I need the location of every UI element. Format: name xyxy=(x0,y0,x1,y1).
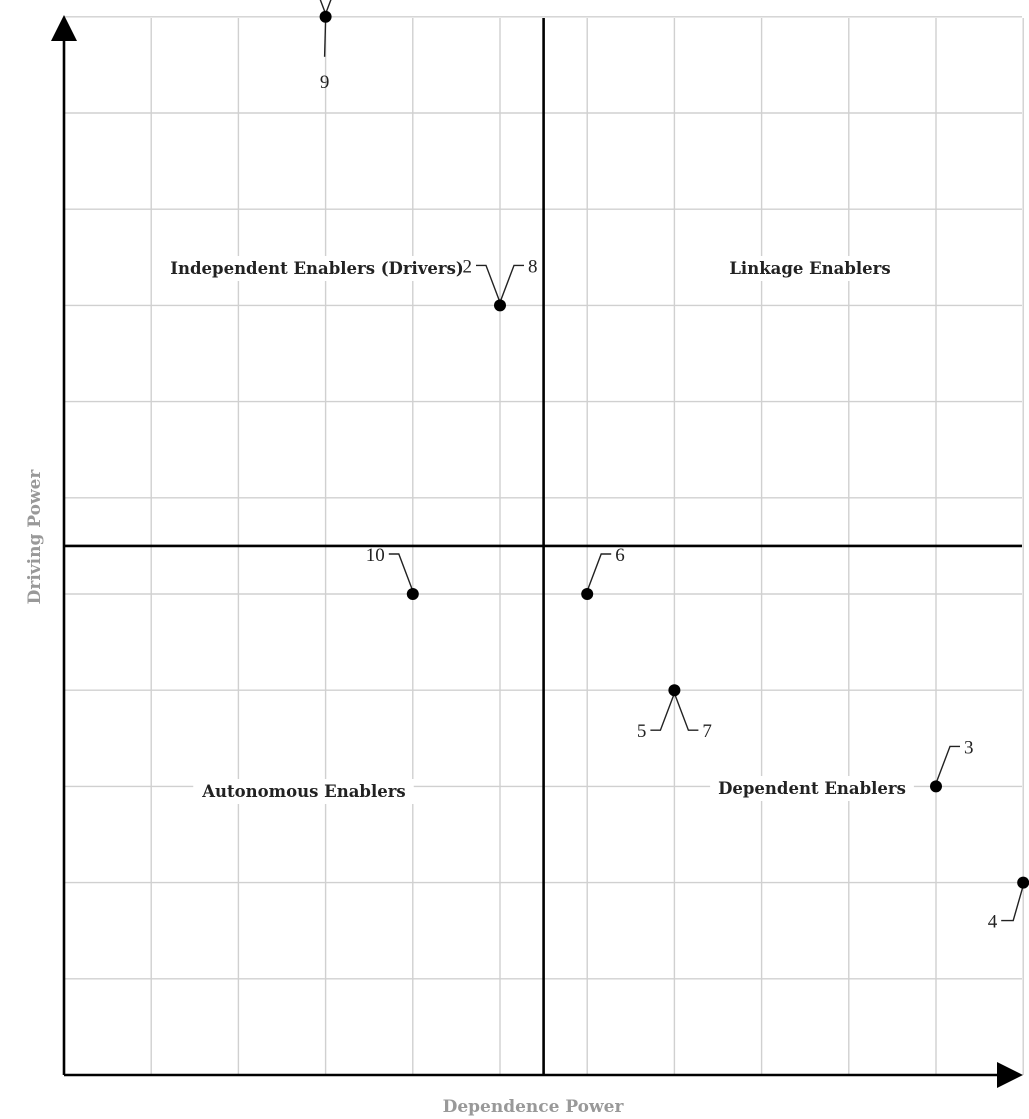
quadrant-label-bottom-right: Dependent Enablers xyxy=(718,779,906,798)
quadrant-label-background xyxy=(721,256,899,281)
point-label: 2 xyxy=(463,256,473,277)
data-point xyxy=(494,299,506,312)
axes xyxy=(51,15,1023,1088)
point-leader-line xyxy=(388,553,414,592)
point-label: 9 xyxy=(320,72,330,93)
point-label: 3 xyxy=(964,737,974,758)
point-leader-line xyxy=(1001,885,1024,922)
point-group: 6 xyxy=(581,545,625,600)
quadrant-label-top-left: Independent Enablers (Drivers) xyxy=(170,259,463,278)
point-leader-line xyxy=(499,264,524,303)
data-points: 1911281065734 xyxy=(319,0,1029,933)
point-leader-line xyxy=(650,692,676,731)
point-label: 6 xyxy=(615,545,625,566)
point-leader-line xyxy=(935,745,960,784)
point-leader-line xyxy=(324,0,332,15)
point-label: 8 xyxy=(528,256,538,277)
quadrant-dividers xyxy=(64,18,1022,1075)
x-axis-title: Dependence Power xyxy=(443,1097,625,1117)
point-leader-line xyxy=(673,692,699,731)
point-label: 10 xyxy=(366,545,385,566)
point-label: 5 xyxy=(637,721,647,742)
point-group: 1911 xyxy=(319,0,332,93)
data-point xyxy=(1017,876,1029,889)
point-group: 10 xyxy=(366,545,419,600)
point-group: 4 xyxy=(988,876,1029,933)
point-label: 7 xyxy=(702,721,712,742)
data-point xyxy=(930,780,942,793)
quadrant-label-background xyxy=(162,256,472,281)
quadrant-label-background xyxy=(710,776,914,801)
data-point xyxy=(406,588,419,600)
point-label: 4 xyxy=(988,912,998,933)
point-group: 3 xyxy=(930,737,974,793)
data-point xyxy=(581,588,594,600)
point-leader-line xyxy=(323,19,327,57)
quadrant-label-background xyxy=(193,779,414,804)
point-leader-line xyxy=(319,0,327,15)
data-point xyxy=(319,10,332,23)
quadrant-label-top-right: Linkage Enablers xyxy=(729,259,890,278)
point-leader-line xyxy=(476,264,501,303)
data-point xyxy=(668,684,681,697)
point-leader-line xyxy=(586,553,612,592)
y-axis-title: Driving Power xyxy=(25,469,45,605)
quadrant-labels: Independent Enablers (Drivers) Linkage E… xyxy=(162,256,914,804)
quadrant-label-bottom-left: Autonomous Enablers xyxy=(201,782,405,801)
